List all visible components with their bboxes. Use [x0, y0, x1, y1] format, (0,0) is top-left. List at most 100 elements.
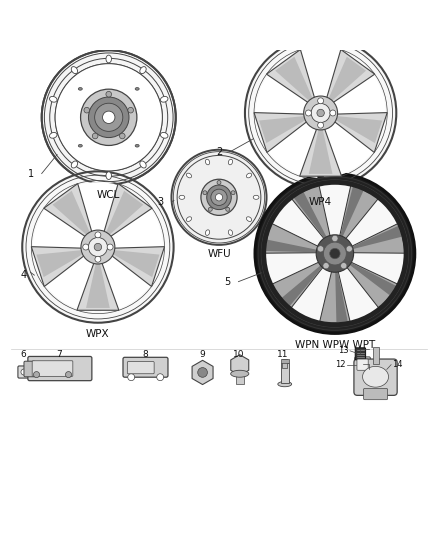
Polygon shape: [260, 120, 318, 178]
Circle shape: [42, 50, 176, 184]
Ellipse shape: [71, 161, 78, 168]
Text: 2: 2: [216, 147, 222, 157]
Polygon shape: [109, 247, 165, 287]
Circle shape: [81, 230, 115, 264]
Circle shape: [341, 263, 347, 269]
Circle shape: [207, 185, 231, 209]
Polygon shape: [264, 223, 323, 253]
Polygon shape: [53, 191, 91, 237]
Ellipse shape: [278, 382, 292, 387]
Circle shape: [102, 111, 115, 124]
Circle shape: [304, 96, 338, 130]
Text: 1: 1: [28, 168, 34, 179]
Circle shape: [346, 246, 352, 252]
Ellipse shape: [231, 370, 249, 377]
Polygon shape: [309, 127, 332, 174]
Text: WCL: WCL: [97, 190, 120, 200]
Text: 10: 10: [233, 350, 244, 359]
Circle shape: [171, 150, 267, 245]
Polygon shape: [256, 62, 311, 130]
Ellipse shape: [49, 133, 57, 138]
Polygon shape: [275, 56, 314, 102]
Polygon shape: [231, 355, 249, 375]
Polygon shape: [266, 50, 315, 104]
Circle shape: [66, 372, 71, 378]
Ellipse shape: [253, 195, 259, 199]
Circle shape: [231, 191, 235, 195]
Circle shape: [318, 98, 324, 104]
Text: 11: 11: [277, 350, 289, 359]
Circle shape: [258, 177, 412, 330]
Ellipse shape: [78, 144, 82, 147]
Circle shape: [318, 122, 324, 128]
Circle shape: [317, 109, 324, 117]
Circle shape: [208, 207, 212, 211]
Circle shape: [263, 182, 407, 326]
Polygon shape: [36, 250, 85, 277]
FancyBboxPatch shape: [364, 389, 388, 400]
Polygon shape: [44, 183, 93, 239]
Polygon shape: [345, 260, 397, 296]
Circle shape: [95, 103, 123, 131]
Circle shape: [330, 248, 340, 259]
Circle shape: [92, 133, 98, 139]
Bar: [236, 371, 244, 384]
Circle shape: [128, 374, 134, 381]
Polygon shape: [319, 266, 350, 323]
Polygon shape: [254, 112, 310, 152]
Bar: [372, 347, 378, 364]
Circle shape: [55, 63, 162, 171]
Polygon shape: [332, 112, 387, 152]
FancyBboxPatch shape: [32, 361, 73, 376]
Ellipse shape: [140, 67, 146, 74]
Circle shape: [305, 110, 311, 116]
Text: 3: 3: [158, 197, 164, 207]
Polygon shape: [32, 247, 87, 287]
Circle shape: [106, 91, 112, 97]
Circle shape: [83, 244, 89, 250]
Ellipse shape: [49, 96, 57, 102]
Ellipse shape: [363, 366, 389, 387]
Ellipse shape: [187, 173, 191, 178]
Polygon shape: [259, 116, 308, 143]
Ellipse shape: [78, 87, 82, 90]
Circle shape: [323, 263, 329, 269]
Circle shape: [330, 110, 336, 116]
Circle shape: [84, 107, 90, 113]
Polygon shape: [331, 62, 385, 130]
Text: 5: 5: [225, 277, 231, 287]
Text: 14: 14: [392, 360, 403, 369]
Ellipse shape: [135, 144, 139, 147]
Text: 4: 4: [21, 270, 27, 280]
Polygon shape: [285, 48, 356, 101]
Bar: [282, 359, 287, 368]
Text: 13: 13: [338, 346, 349, 356]
Circle shape: [203, 191, 207, 195]
Polygon shape: [103, 183, 152, 239]
Circle shape: [95, 232, 101, 238]
Ellipse shape: [228, 159, 233, 165]
Ellipse shape: [106, 172, 112, 180]
Text: WPX: WPX: [86, 329, 110, 340]
Circle shape: [55, 63, 162, 171]
Circle shape: [215, 193, 223, 201]
Circle shape: [95, 256, 101, 262]
FancyBboxPatch shape: [354, 359, 397, 395]
Ellipse shape: [247, 217, 251, 221]
FancyBboxPatch shape: [355, 348, 366, 360]
Polygon shape: [293, 191, 329, 243]
Text: 12: 12: [335, 360, 345, 369]
Polygon shape: [271, 260, 326, 309]
Polygon shape: [265, 239, 322, 253]
Polygon shape: [77, 260, 119, 310]
Circle shape: [198, 368, 208, 377]
Polygon shape: [86, 261, 110, 308]
Polygon shape: [62, 182, 134, 235]
Circle shape: [245, 37, 396, 189]
Polygon shape: [281, 262, 326, 307]
FancyBboxPatch shape: [18, 366, 30, 378]
Ellipse shape: [205, 230, 210, 236]
Circle shape: [201, 179, 237, 215]
Text: 9: 9: [200, 350, 205, 359]
Ellipse shape: [135, 87, 139, 90]
